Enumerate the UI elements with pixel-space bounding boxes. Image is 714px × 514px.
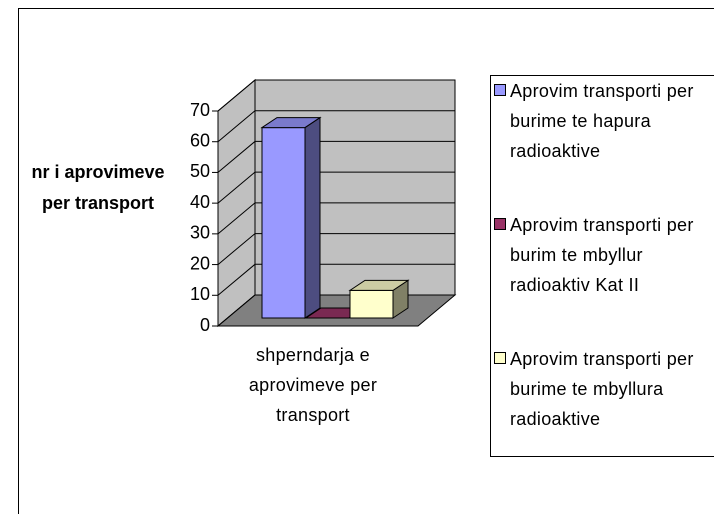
y-tick-label: 50 bbox=[190, 161, 210, 181]
grid-line bbox=[217, 171, 455, 204]
grid-line bbox=[217, 110, 455, 143]
legend-swatch bbox=[494, 352, 506, 364]
grid-line bbox=[217, 263, 455, 296]
legend-swatch bbox=[494, 84, 506, 96]
bar-side bbox=[304, 116, 321, 319]
y-tick-label: 60 bbox=[190, 130, 210, 150]
y-tick-label: 0 bbox=[200, 315, 210, 335]
grid-line bbox=[217, 140, 455, 173]
y-axis-title: nr i aprovimeve per transport bbox=[31, 162, 165, 213]
bar-top bbox=[260, 117, 322, 129]
grid-line bbox=[217, 202, 455, 235]
y-tick-label: 70 bbox=[190, 100, 210, 120]
legend: Aprovim transporti per burime te hapura … bbox=[490, 75, 714, 457]
y-tick-label: 10 bbox=[190, 284, 210, 304]
bar-front bbox=[261, 127, 306, 319]
legend-label: Aprovim transporti per burime te hapura … bbox=[510, 81, 694, 161]
legend-swatch bbox=[494, 218, 506, 230]
bar-front bbox=[349, 289, 394, 319]
grid-line bbox=[217, 233, 455, 265]
grid-line bbox=[217, 79, 455, 112]
side-wall bbox=[217, 78, 256, 328]
x-tick-label: shperndarja e aprovimeve per transport bbox=[248, 345, 378, 425]
y-tick-label: 20 bbox=[190, 253, 210, 273]
bar-top bbox=[348, 279, 410, 291]
legend-label: Aprovim transporti per burim te mbyllur … bbox=[510, 215, 694, 295]
chart-frame bbox=[18, 8, 714, 514]
y-tick-label: 40 bbox=[190, 192, 210, 212]
legend-label: Aprovim transporti per burime te mbyllur… bbox=[510, 349, 694, 429]
y-tick-label: 30 bbox=[190, 223, 210, 243]
